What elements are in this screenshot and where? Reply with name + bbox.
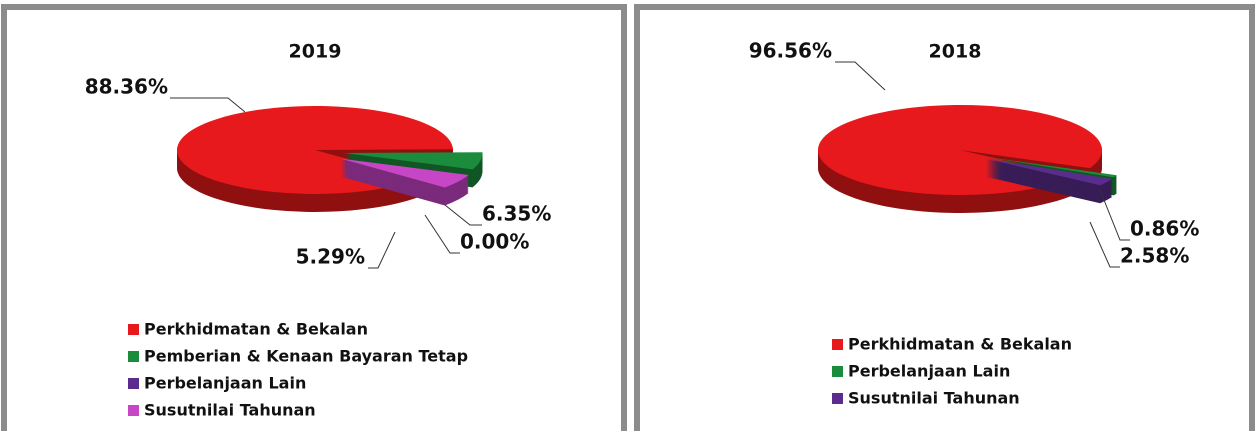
chart-title: 2018: [929, 41, 982, 63]
legend-swatch: [832, 339, 843, 350]
legend-label: Susutnilai Tahunan: [144, 401, 316, 420]
leader-line: [1099, 189, 1130, 241]
legend-label: Pemberian & Kenaan Bayaran Tetap: [144, 347, 468, 366]
panel-border: [1, 4, 627, 431]
pie-slice: [344, 152, 483, 170]
pie-slice: [985, 158, 1113, 186]
legend-label: Perkhidmatan & Bekalan: [144, 320, 368, 339]
value-label: 2.58%: [1120, 244, 1189, 268]
legend-swatch: [128, 351, 139, 362]
value-label: 0.86%: [1130, 217, 1199, 241]
leader-line: [1089, 221, 1120, 268]
leader-line: [444, 204, 482, 226]
value-label: 88.36%: [85, 75, 168, 99]
pie-slice: [340, 158, 469, 188]
legend-label: Susutnilai Tahunan: [848, 389, 1020, 408]
pie-slice-side: [985, 159, 1113, 204]
value-label: 96.56%: [749, 39, 832, 63]
legend-swatch: [832, 393, 843, 404]
leader-line: [368, 231, 396, 269]
legend-label: Perbelanjaan Lain: [848, 362, 1010, 381]
pie-slice-side-layer: [987, 158, 1118, 179]
leader-line: [170, 97, 246, 113]
leader-line: [424, 214, 460, 254]
legend-label: Perbelanjaan Lain: [144, 374, 306, 393]
legend-swatch: [128, 324, 139, 335]
value-label: 0.00%: [460, 230, 529, 254]
legend-swatch: [128, 405, 139, 416]
chart-title: 2019: [289, 41, 342, 63]
value-label: 6.35%: [482, 202, 551, 226]
panel-border: [634, 4, 1255, 431]
value-label: 5.29%: [296, 245, 365, 269]
pie-slice: [987, 157, 1118, 178]
legend-swatch: [128, 378, 139, 389]
legend-label: Perkhidmatan & Bekalan: [848, 335, 1072, 354]
leader-line: [835, 61, 886, 91]
legend-swatch: [832, 366, 843, 377]
